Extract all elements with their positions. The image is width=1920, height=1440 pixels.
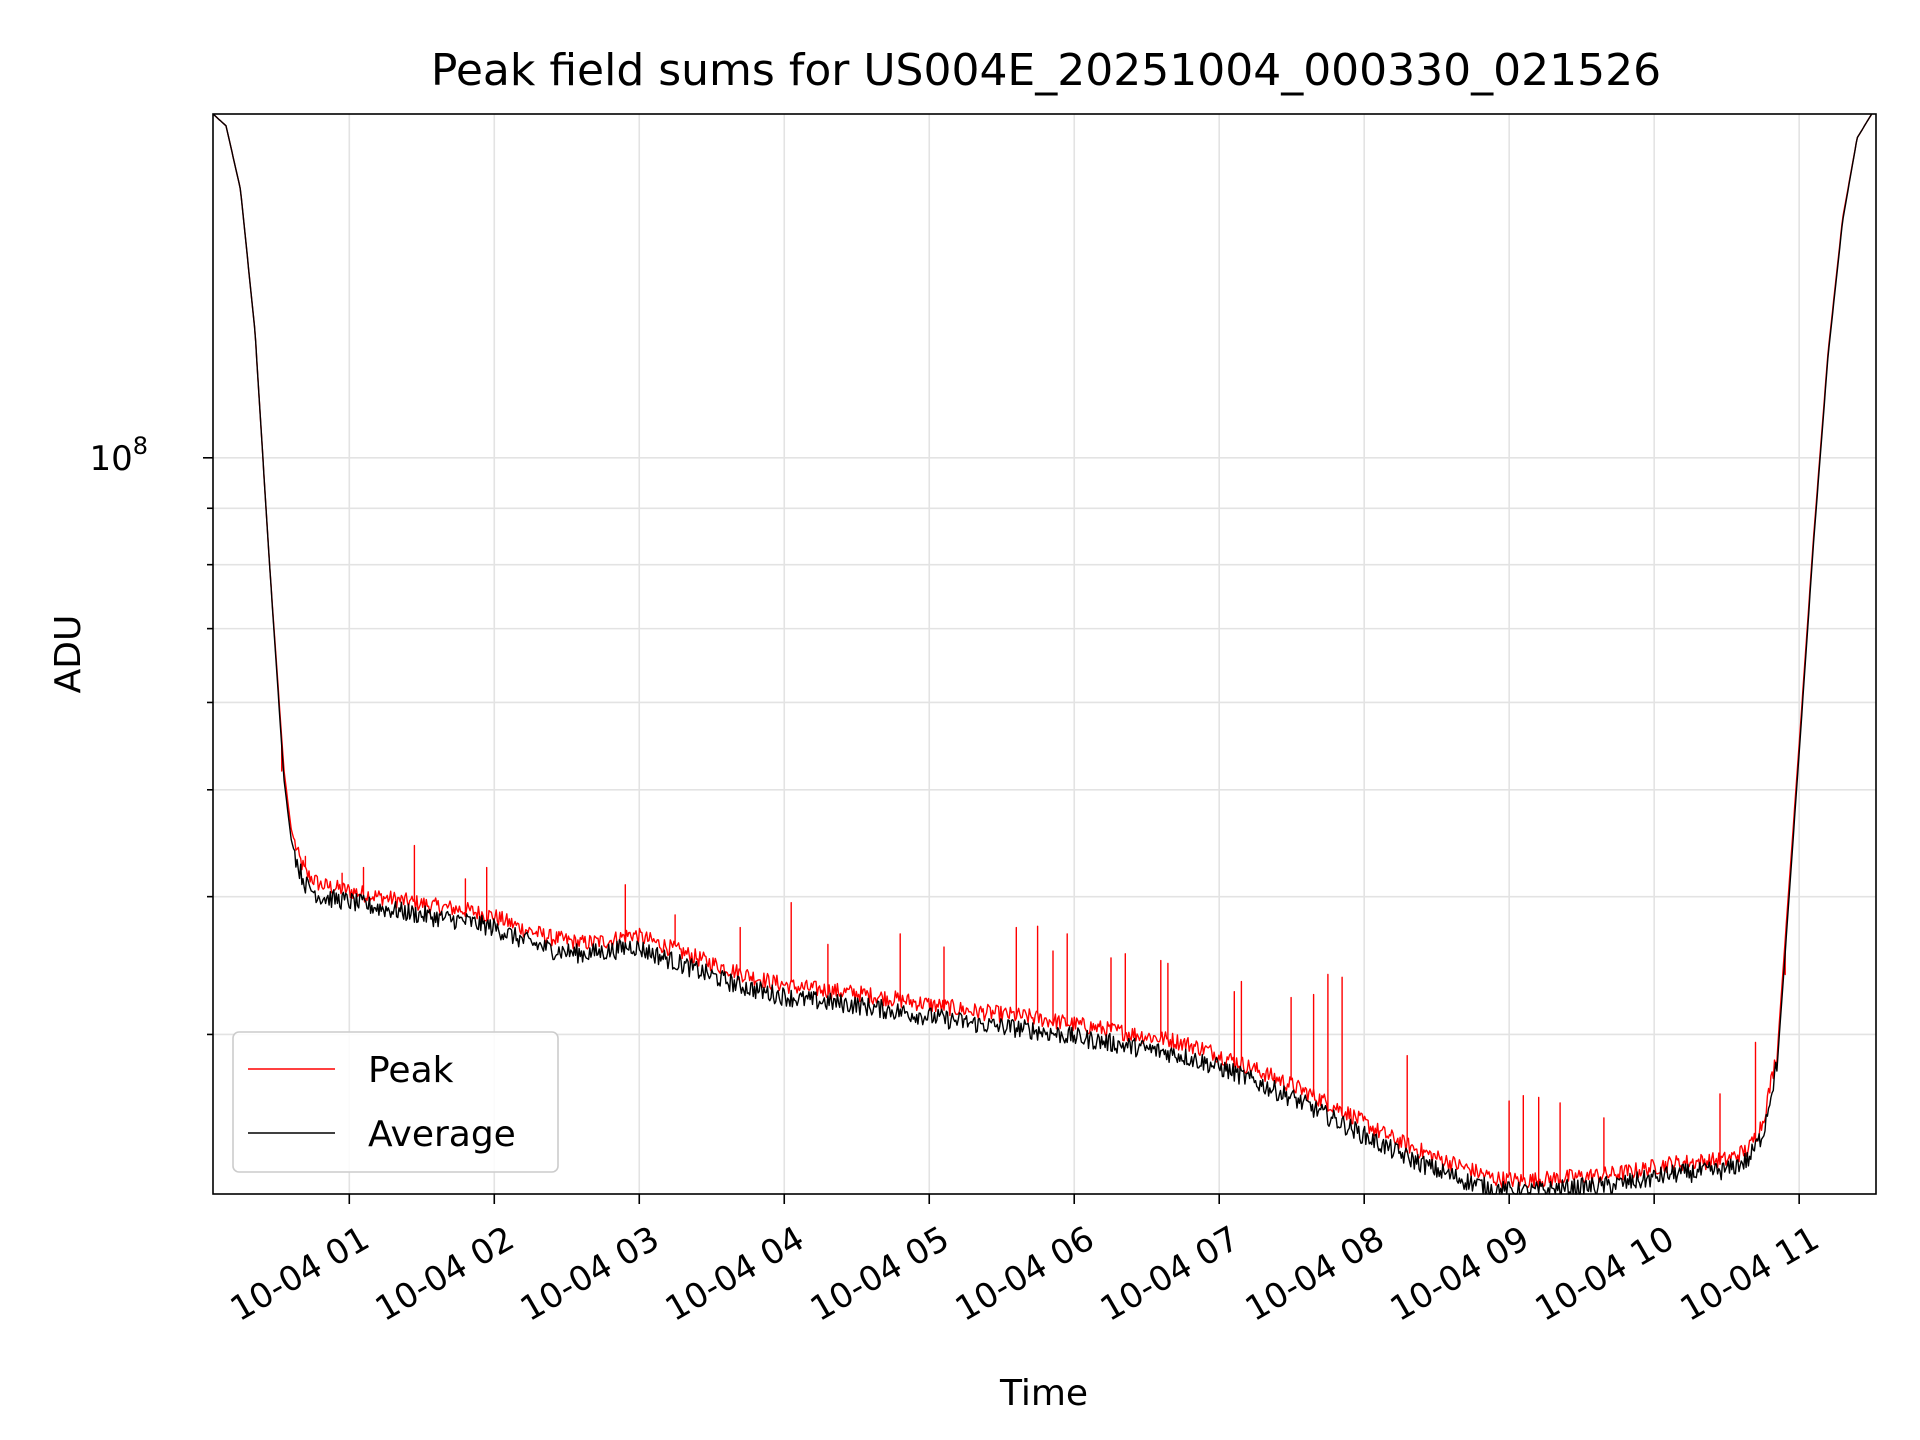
plot-frame bbox=[212, 113, 1877, 1195]
y-tick-label-1e8: 108 bbox=[89, 432, 148, 479]
chart-title: Peak field sums for US004E_20251004_0003… bbox=[431, 45, 1661, 96]
x-axis-label: Time bbox=[999, 1373, 1088, 1414]
y-axis-label: ADU bbox=[48, 615, 89, 694]
legend-label-peak: Peak bbox=[368, 1050, 454, 1091]
legend-box bbox=[232, 1031, 559, 1173]
series-line-average bbox=[212, 113, 1873, 1195]
y-tick-base: 10 bbox=[89, 439, 132, 479]
legend-label-average: Average bbox=[368, 1114, 516, 1155]
plot-area bbox=[213, 114, 1876, 1194]
y-tick-exponent: 8 bbox=[133, 432, 148, 460]
legend: Peak Average bbox=[232, 1031, 559, 1173]
series-layer bbox=[212, 113, 1873, 1195]
grid bbox=[213, 114, 1876, 1194]
